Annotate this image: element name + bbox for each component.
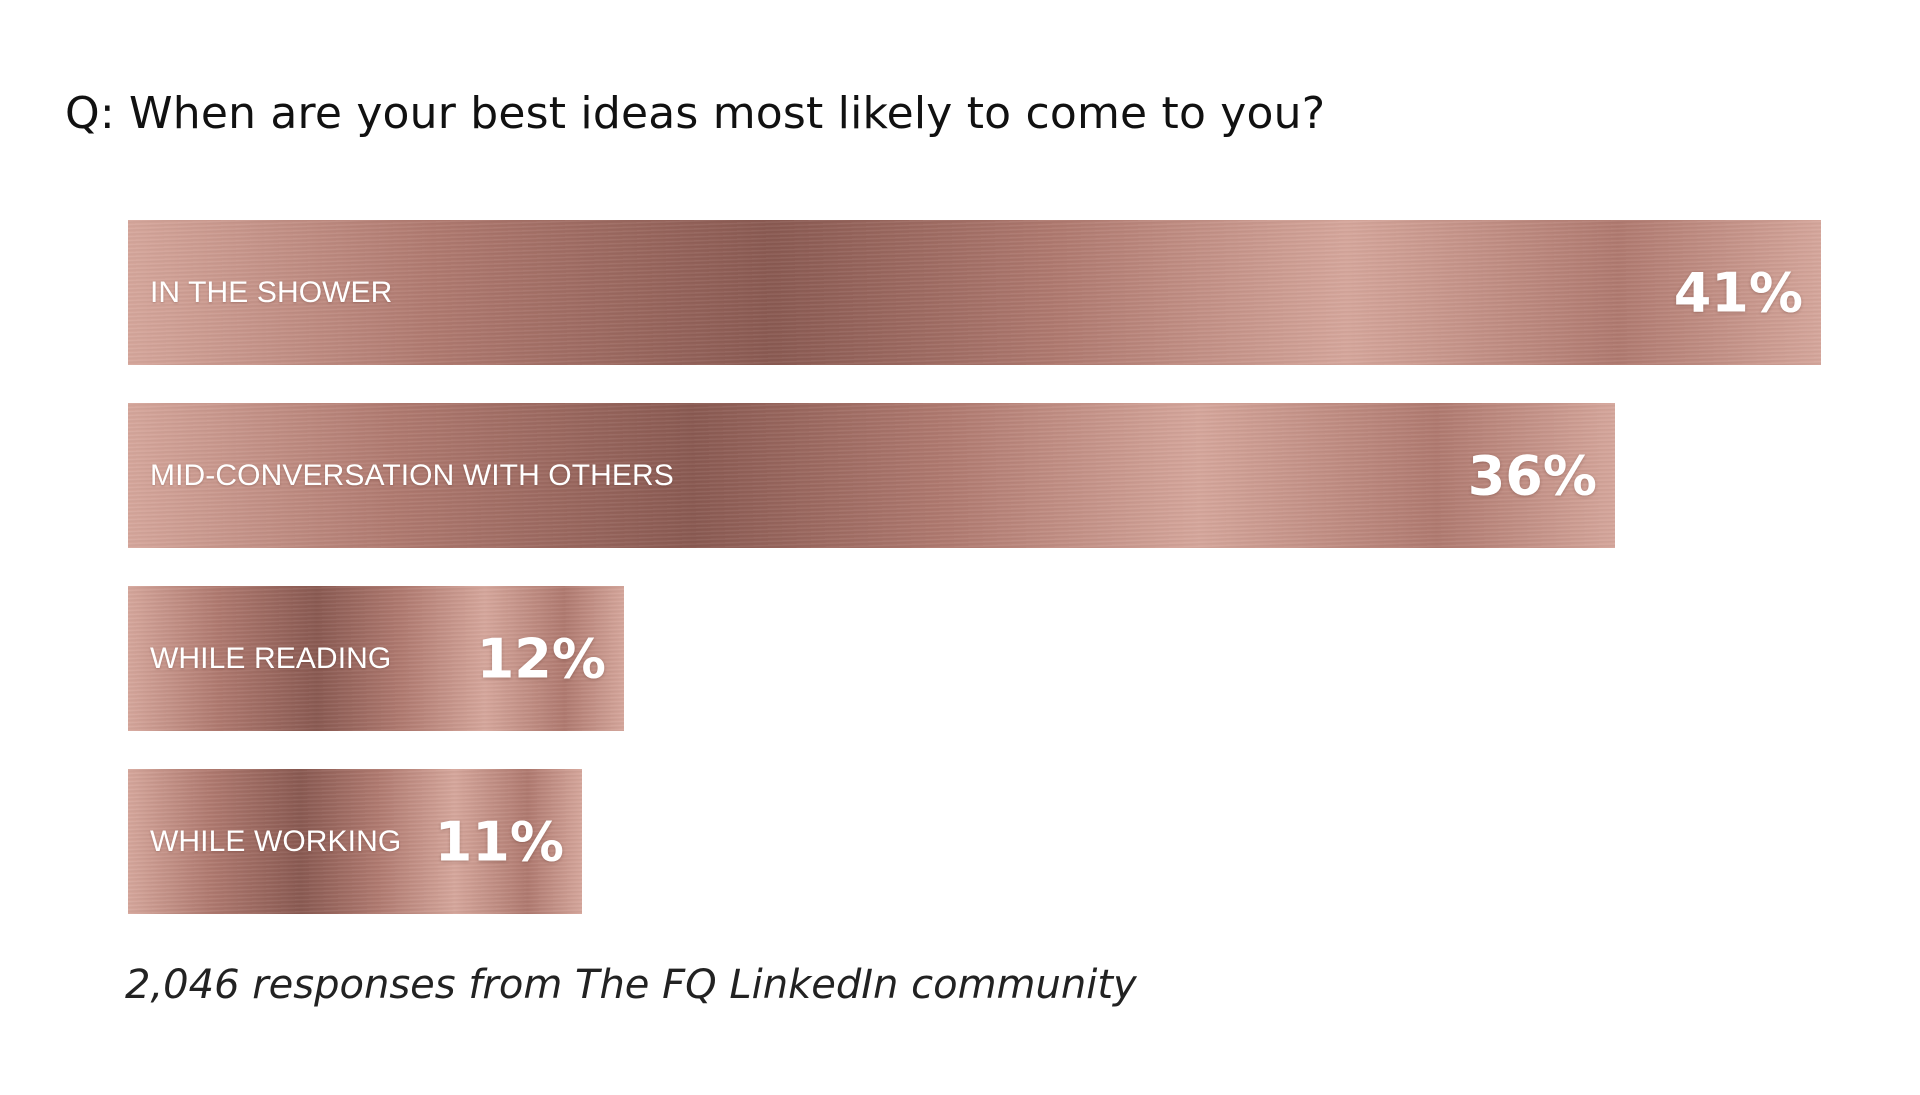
bar-label: MID-CONVERSATION WITH OTHERS [150, 458, 674, 492]
bar-value-label: 12% [476, 627, 606, 690]
bar-value-label: 36% [1467, 444, 1597, 507]
bar-label: IN THE SHOWER [150, 275, 393, 309]
bar-label: WHILE WORKING [150, 824, 402, 858]
chart-footnote: 2,046 responses from The FQ LinkedIn com… [125, 962, 1137, 1008]
chart-title: Q: When are your best ideas most likely … [65, 88, 1326, 139]
bar-label: WHILE READING [150, 641, 392, 675]
bar-value-label: 41% [1673, 261, 1803, 324]
bar: IN THE SHOWER 41% [128, 220, 1821, 365]
bar-value-label: 11% [434, 810, 564, 873]
bar: MID-CONVERSATION WITH OTHERS 36% [128, 403, 1615, 548]
bar: WHILE WORKING 11% [128, 769, 582, 914]
bar: WHILE READING 12% [128, 586, 624, 731]
